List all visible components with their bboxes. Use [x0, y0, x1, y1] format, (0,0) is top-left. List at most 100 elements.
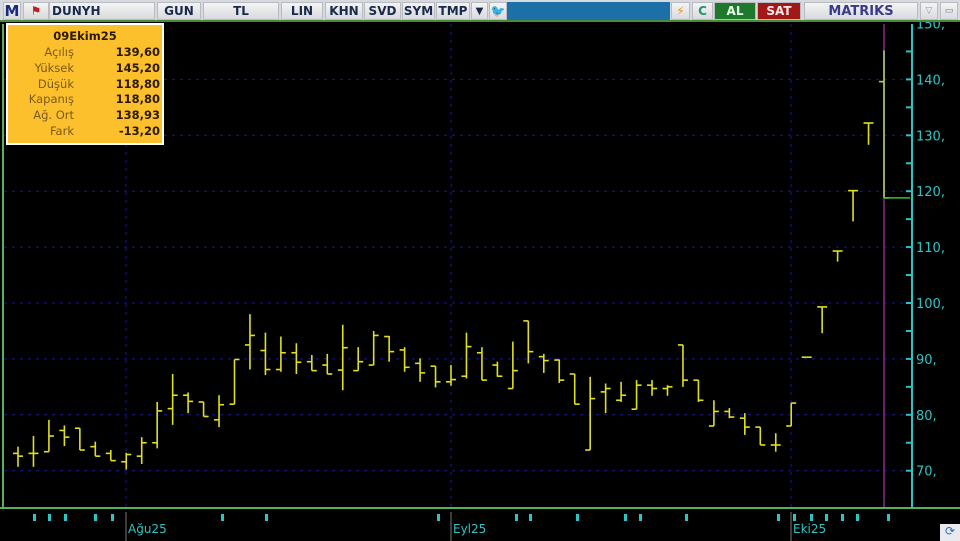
event-marker — [639, 514, 642, 521]
info-label: Kapanış — [28, 92, 74, 107]
info-value: 139,60 — [115, 45, 160, 59]
ohlc-bar[interactable] — [167, 373, 178, 425]
event-marker — [529, 514, 532, 521]
ohlc-bar[interactable] — [476, 347, 487, 381]
month-label: Eyl25 — [453, 522, 487, 536]
currency-button[interactable]: TL — [203, 2, 279, 20]
ohlc-bar[interactable] — [507, 341, 518, 390]
ohlc-bar[interactable] — [291, 343, 302, 374]
ohlc-bar[interactable] — [229, 358, 240, 405]
ohlc-bar[interactable] — [384, 335, 395, 362]
ohlc-bar[interactable] — [121, 452, 132, 470]
ohlc-bar[interactable] — [244, 314, 255, 370]
ohlc-bar[interactable] — [879, 50, 889, 199]
refresh-icon[interactable]: C — [692, 2, 713, 20]
ohlc-bar[interactable] — [600, 383, 611, 414]
info-label: Fark — [50, 123, 74, 138]
ohlc-bar[interactable] — [569, 373, 580, 405]
ohlc-bar[interactable] — [538, 353, 549, 373]
ohlc-bar[interactable] — [523, 320, 534, 364]
ohlc-bar[interactable] — [90, 441, 101, 457]
info-label: Ağ. Ort — [33, 108, 74, 123]
event-marker — [94, 514, 97, 521]
ohlc-bar[interactable] — [136, 437, 147, 464]
ohlc-bar[interactable] — [492, 361, 503, 378]
toolbar-spacer — [507, 2, 670, 20]
ohlc-bar[interactable] — [461, 332, 472, 379]
ohlc-bar[interactable] — [724, 408, 735, 419]
ohlc-bar[interactable] — [43, 419, 54, 453]
lin-button[interactable]: LIN — [281, 2, 323, 20]
ohlc-bar[interactable] — [677, 344, 688, 387]
ohlc-bar[interactable] — [739, 413, 750, 435]
ohlc-bar[interactable] — [848, 189, 859, 222]
event-marker — [576, 514, 579, 521]
ohlc-bar[interactable] — [585, 376, 596, 451]
event-marker — [793, 514, 796, 521]
ohlc-bar[interactable] — [817, 306, 828, 334]
info-row-diff: Fark -13,20 — [8, 124, 162, 140]
y-axis-label: 80, — [916, 409, 937, 424]
ohlc-bar[interactable] — [260, 332, 271, 376]
ohlc-bar[interactable] — [631, 380, 642, 411]
event-marker — [111, 514, 114, 521]
ohlc-bar[interactable] — [105, 450, 116, 462]
symbol-field[interactable]: DUNYH — [49, 2, 155, 20]
ohlc-bar[interactable] — [708, 400, 719, 427]
y-axis-label: 100, — [916, 297, 945, 312]
tmp-button[interactable]: TMP — [436, 2, 470, 20]
y-axis-label: 120, — [916, 185, 945, 200]
event-marker — [64, 514, 67, 521]
ohlc-bar[interactable] — [275, 336, 286, 372]
ohlc-bar[interactable] — [214, 395, 225, 428]
ohlc-bar[interactable] — [152, 401, 163, 449]
ohlc-bar[interactable] — [368, 330, 379, 366]
ohlc-bar[interactable] — [183, 392, 194, 414]
collapse-icon[interactable]: ▽ — [920, 2, 938, 20]
twitter-icon[interactable]: 🐦 — [489, 2, 507, 20]
event-marker — [810, 514, 813, 521]
ohlc-bar[interactable] — [353, 347, 364, 372]
ohlc-bar[interactable] — [693, 379, 704, 402]
ohlc-bar[interactable] — [28, 436, 39, 467]
info-row-high: Yüksek 145,20 — [8, 61, 162, 77]
minimize-icon[interactable]: ▭ — [940, 2, 958, 20]
ohlc-bar[interactable] — [832, 250, 843, 262]
brand-logo: MATRIKS — [804, 2, 918, 20]
matriks-logo[interactable]: M — [3, 2, 21, 20]
buy-button[interactable]: AL — [714, 2, 756, 20]
ohlc-bar[interactable] — [554, 359, 565, 383]
ohlc-bar[interactable] — [306, 354, 317, 372]
event-marker — [856, 514, 859, 521]
event-marker — [48, 514, 51, 521]
ohlc-bar[interactable] — [786, 402, 797, 427]
ohlc-bar[interactable] — [446, 365, 456, 386]
ohlc-bar[interactable] — [337, 324, 348, 391]
ohlc-bar[interactable] — [74, 427, 85, 451]
ohlc-bar[interactable] — [415, 358, 426, 382]
ohlc-bar[interactable] — [59, 425, 70, 447]
ohlc-bar[interactable] — [13, 446, 23, 467]
lightning-icon[interactable]: ⚡ — [671, 2, 690, 20]
ohlc-bar[interactable] — [755, 426, 766, 446]
flag-icon[interactable]: ⚑ — [23, 2, 49, 20]
khn-button[interactable]: KHN — [325, 2, 363, 20]
ohlc-bar[interactable] — [770, 433, 781, 452]
dropdown-icon[interactable]: ▼ — [471, 2, 488, 20]
ohlc-bar[interactable] — [198, 401, 209, 418]
ohlc-bar[interactable] — [399, 347, 410, 372]
period-button[interactable]: GUN — [157, 2, 201, 20]
y-axis-label: 90, — [916, 353, 937, 368]
ohlc-bar[interactable] — [430, 365, 441, 388]
sym-button[interactable]: SYM — [402, 2, 435, 20]
refresh-chart-icon[interactable]: ⟳ — [940, 524, 960, 541]
ohlc-bar[interactable] — [647, 380, 658, 396]
event-marker — [685, 514, 688, 521]
ohlc-bar[interactable] — [616, 381, 627, 402]
ohlc-bar[interactable] — [322, 353, 333, 375]
ohlc-bar[interactable] — [863, 122, 874, 145]
ohlc-bar[interactable] — [662, 385, 673, 396]
sell-button[interactable]: SAT — [757, 2, 801, 20]
svd-button[interactable]: SVD — [364, 2, 401, 20]
